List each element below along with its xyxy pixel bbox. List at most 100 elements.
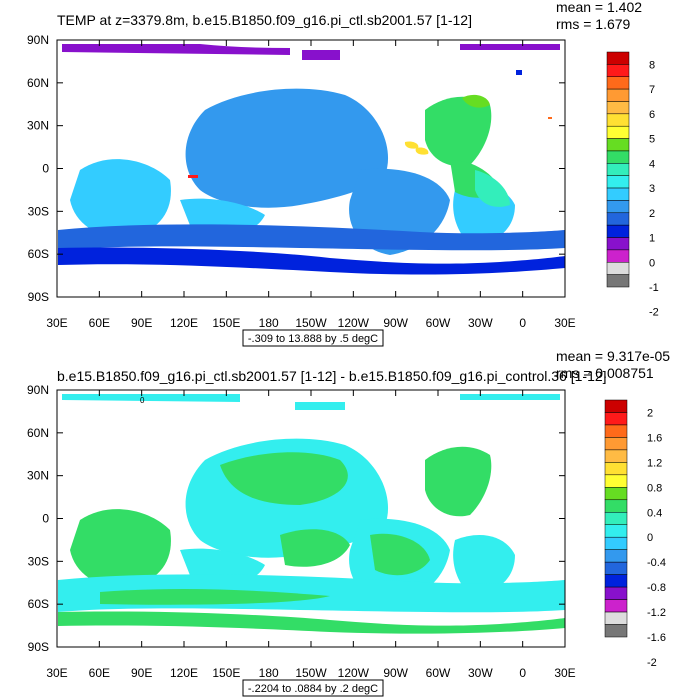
x-tick-label: 120E — [170, 666, 198, 680]
y-tick-label: 90S — [28, 290, 49, 304]
x-tick-label: 30E — [46, 316, 67, 330]
colorbar-label: -0.4 — [647, 557, 666, 569]
panel-bottom-y-axis: 90N 60N 30N 0 30S 60S 90S — [27, 383, 565, 654]
x-tick-label: 90E — [131, 666, 152, 680]
x-tick-label: 150W — [295, 666, 327, 680]
colorbar-swatch — [606, 64, 630, 77]
panel-bottom-range-label-box: -.2204 to .0884 by .2 degC — [242, 679, 384, 697]
colorbar-swatch — [606, 51, 630, 65]
x-tick-label: 60E — [89, 666, 110, 680]
y-tick-label: 0 — [42, 162, 49, 176]
colorbar-label: 6 — [649, 109, 655, 121]
colorbar-swatch — [606, 125, 630, 139]
colorbar-swatch — [604, 437, 628, 451]
x-tick-label: 90E — [131, 316, 152, 330]
y-tick-label: 0 — [42, 512, 49, 526]
colorbar-swatch — [604, 549, 628, 563]
colorbar-label: 1 — [649, 233, 655, 245]
y-tick-label: 60S — [28, 247, 49, 261]
colorbar-swatch — [606, 200, 630, 214]
colorbar-swatch — [604, 424, 628, 438]
colorbar-swatch — [604, 487, 628, 501]
colorbar-swatch — [606, 212, 630, 226]
colorbar-label: 2 — [649, 208, 655, 220]
x-tick-label: 0 — [519, 666, 526, 680]
colorbar-swatch — [606, 150, 630, 164]
y-tick-label: 60N — [27, 426, 49, 440]
colorbar-label: -1.6 — [647, 632, 666, 644]
panel-bottom-colorbar: 2 1.6 1.2 0.8 0.4 0 -0.4 -0.8 -1.2 -1.6 -2 — [604, 399, 666, 669]
colorbar-swatch — [606, 224, 630, 238]
panel-bottom-title: b.e15.B1850.f09_g16.pi_ctl.sb2001.57 [1-… — [57, 368, 607, 384]
colorbar-label: -1.2 — [647, 607, 666, 619]
panel-top-x-axis: 30E 60E 90E 120E 150E 180 150W 120W 90W 60W 30W 0 30… — [46, 40, 576, 330]
x-tick-label: 90W — [383, 316, 408, 330]
panel-top-range-label-box: -.309 to 13.888 by .5 degC — [242, 329, 384, 347]
y-tick-label: 30S — [28, 204, 49, 218]
panel-top-range-label: -.309 to 13.888 by .5 degC — [248, 333, 378, 345]
x-tick-label: 120W — [338, 666, 370, 680]
colorbar-label: 0.4 — [647, 507, 662, 519]
colorbar-swatch — [604, 624, 628, 638]
colorbar-label: 7 — [649, 84, 655, 96]
panel-bottom: b.e15.B1850.f09_g16.pi_ctl.sb2001.57 [1-… — [27, 348, 670, 697]
panel-bottom-x-axis: 30E 60E 90E 120E 150E 180 150W 120W 90W 60W 30W 0 30… — [46, 390, 576, 680]
colorbar-swatch — [606, 237, 630, 251]
x-tick-label: 60W — [426, 666, 451, 680]
colorbar-label: -2 — [649, 307, 659, 319]
x-tick-label: 30E — [46, 666, 67, 680]
colorbar-label: 8 — [649, 59, 655, 71]
panel-top: TEMP at z=3379.8m, b.e15.B1850.f09_g16.p… — [27, 0, 659, 347]
colorbar-swatch — [606, 76, 630, 90]
panel-bottom-mean: mean = 9.317e-05 — [556, 348, 670, 364]
colorbar-swatch — [606, 187, 630, 201]
colorbar-swatch — [604, 586, 628, 600]
colorbar-swatch — [606, 138, 630, 152]
colorbar-swatch — [604, 399, 628, 413]
colorbar-swatch — [604, 499, 628, 513]
colorbar-swatch — [606, 175, 630, 189]
x-tick-label: 150E — [212, 666, 240, 680]
x-tick-label: 30E — [554, 316, 575, 330]
panel-top-mean: mean = 1.402 — [556, 0, 642, 15]
panel-top-y-axis: 90N 60N 30N 0 30S 60S 90S — [27, 33, 565, 304]
colorbar-swatch — [604, 574, 628, 588]
colorbar-swatch — [604, 412, 628, 426]
y-tick-label: 60N — [27, 76, 49, 90]
panel-bottom-range-label: -.2204 to .0884 by .2 degC — [248, 683, 378, 695]
x-tick-label: 60E — [89, 316, 110, 330]
x-tick-label: 180 — [259, 316, 279, 330]
x-tick-label: 60W — [426, 316, 451, 330]
x-tick-label: 180 — [259, 666, 279, 680]
y-tick-label: 90S — [28, 640, 49, 654]
colorbar-label: 5 — [649, 134, 655, 146]
panel-bottom-ocean-field — [58, 394, 565, 634]
colorbar-swatch — [606, 163, 630, 176]
x-tick-label: 0 — [519, 316, 526, 330]
y-tick-label: 30S — [28, 554, 49, 568]
y-tick-label: 90N — [27, 33, 49, 47]
x-tick-label: 150W — [295, 316, 327, 330]
colorbar-swatch — [604, 536, 628, 550]
x-tick-label: 30W — [468, 666, 493, 680]
colorbar-swatch — [606, 262, 630, 275]
panel-top-title: TEMP at z=3379.8m, b.e15.B1850.f09_g16.p… — [57, 12, 472, 28]
panel-top-rms: rms = 1.679 — [556, 16, 631, 32]
colorbar-swatch — [606, 113, 630, 127]
x-tick-label: 120E — [170, 316, 198, 330]
colorbar-swatch — [604, 524, 628, 538]
x-tick-label: 30W — [468, 316, 493, 330]
colorbar-label: 0.8 — [647, 482, 662, 494]
x-tick-label: 120W — [338, 316, 370, 330]
colorbar-swatch — [606, 88, 630, 102]
colorbar-swatch — [606, 274, 630, 288]
colorbar-label: -1 — [649, 282, 659, 294]
colorbar-swatch — [606, 249, 630, 263]
colorbar-label: 0 — [647, 532, 653, 544]
colorbar-swatch — [606, 101, 630, 115]
colorbar-label: 1.2 — [647, 457, 662, 469]
colorbar-label: 4 — [649, 158, 655, 170]
y-tick-label: 60S — [28, 597, 49, 611]
colorbar-swatch — [604, 462, 628, 476]
